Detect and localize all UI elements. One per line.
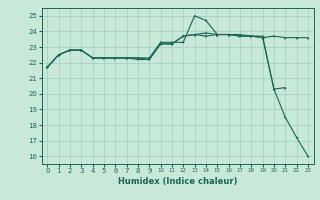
X-axis label: Humidex (Indice chaleur): Humidex (Indice chaleur) (118, 177, 237, 186)
